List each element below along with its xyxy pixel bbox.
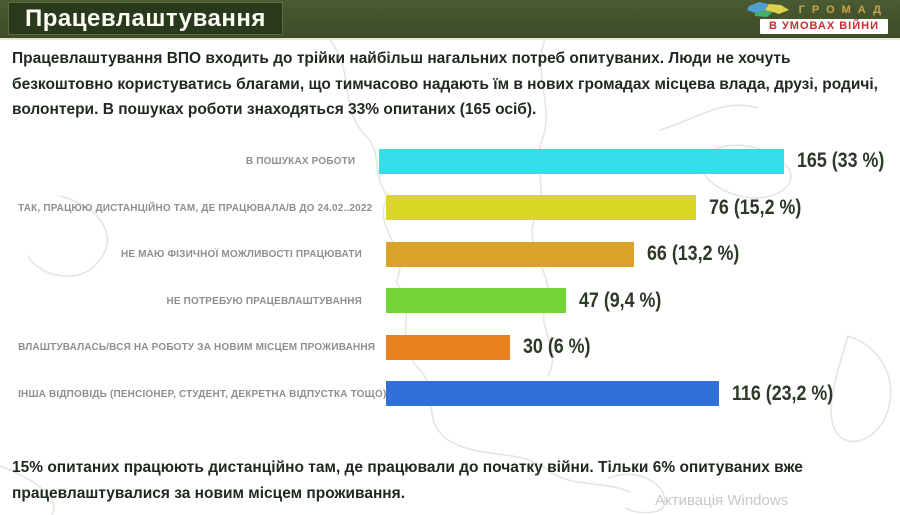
bar-track: 116 (23,2 %) (386, 381, 851, 407)
chart-row: ВЛАШТУВАЛАСЬ/ВСЯ НА РОБОТУ ЗА НОВИМ МІСЦ… (0, 324, 900, 371)
bar-3 (386, 241, 634, 267)
bar-value-label: 76 (15,2 %) (709, 195, 802, 219)
bar-4 (386, 288, 566, 314)
bar-track: 76 (15,2 %) (386, 195, 818, 221)
bar-value-label: 165 (33 %) (797, 149, 885, 173)
ukraine-map-icon (746, 2, 789, 17)
logo-badge: В УМОВАХ ВІЙНИ (759, 19, 888, 34)
intro-paragraph: Працевлаштування ВПО входить до трійки н… (12, 50, 878, 118)
footer-paragraph: 15% опитаних працюють дистанційно там, д… (12, 459, 803, 502)
bar-track: 165 (33 %) (379, 148, 900, 174)
chart-row: НЕ ПОТРЕБУЮ ПРАЦЕВЛАШТУВАННЯ 47 (9,4 %) (0, 278, 900, 325)
chart-row: ТАК, ПРАЦЮЮ ДИСТАНЦІЙНО ТАМ, ДЕ ПРАЦЮВАЛ… (0, 185, 900, 232)
bar-chart: В ПОШУКАХ РОБОТИ 165 (33 %) ТАК, ПРАЦЮЮ ДИ… (0, 138, 900, 417)
chart-row: НЕ МАЮ ФІЗИЧНОЇ МОЖЛИВОСТІ ПРАЦЮВАТИ 66 (… (0, 231, 900, 278)
bar-category-label: НЕ ПОТРЕБУЮ ПРАЦЕВЛАШТУВАННЯ (166, 294, 362, 307)
bar-value-label: 116 (23,2 %) (732, 381, 834, 405)
chart-row: В ПОШУКАХ РОБОТИ 165 (33 %) (0, 138, 900, 185)
bar-value-label: 30 (6 %) (523, 335, 591, 359)
header-bar: Працевлаштування ГРОМАД В УМОВАХ ВІЙНИ (0, 0, 900, 40)
page-title: Працевлаштування (25, 4, 266, 32)
bar-category-label: В ПОШУКАХ РОБОТИ (245, 155, 356, 168)
bar-1 (379, 148, 785, 174)
logo: ГРОМАД В УМОВАХ ВІЙНИ (743, 1, 888, 34)
page-title-box: Працевлаштування (8, 2, 283, 35)
bar-5 (386, 334, 510, 360)
bar-category-label: ТАК, ПРАЦЮЮ ДИСТАНЦІЙНО ТАМ, ДЕ ПРАЦЮВАЛ… (18, 201, 373, 214)
bar-track: 47 (9,4 %) (386, 288, 676, 314)
bar-category-label: НЕ МАЮ ФІЗИЧНОЇ МОЖЛИВОСТІ ПРАЦЮВАТИ (120, 248, 363, 261)
chart-row: ІНША ВІДПОВІДЬ (ПЕНСІОНЕР, СТУДЕНТ, ДЕКР… (0, 371, 900, 418)
bar-2 (386, 195, 696, 221)
activation-watermark: Активація Windows (655, 492, 789, 509)
bar-category-label: ВЛАШТУВАЛАСЬ/ВСЯ НА РОБОТУ ЗА НОВИМ МІСЦ… (18, 341, 376, 354)
bar-value-label: 66 (13,2 %) (647, 242, 740, 266)
bar-value-label: 47 (9,4 %) (579, 288, 662, 312)
bar-track: 30 (6 %) (386, 334, 602, 360)
bar-track: 66 (13,2 %) (386, 241, 756, 267)
logo-brand: ГРОМАД (798, 3, 888, 16)
bar-category-label: ІНША ВІДПОВІДЬ (ПЕНСІОНЕР, СТУДЕНТ, ДЕКР… (18, 387, 387, 400)
bar-6 (386, 381, 719, 407)
